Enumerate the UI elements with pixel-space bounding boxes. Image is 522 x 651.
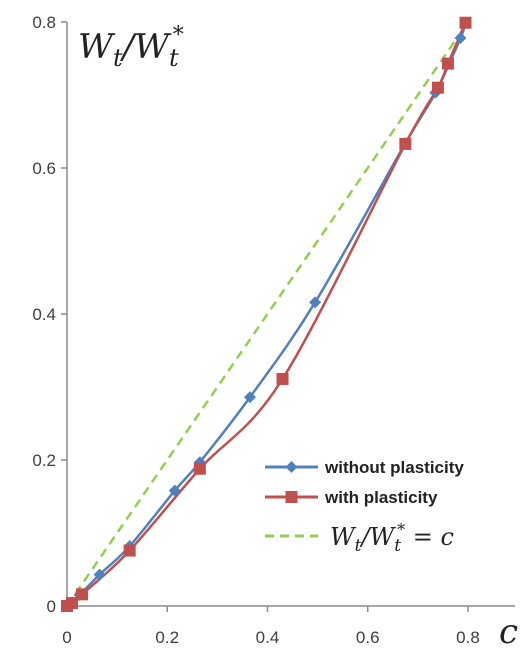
legend-item-identity: Wt/Wt* = c xyxy=(265,520,454,556)
x-tick-label: 0.6 xyxy=(356,628,380,647)
y-axis-title: Wt/Wt* xyxy=(78,23,184,72)
y-tick-label: 0.6 xyxy=(32,159,56,178)
y-tick-label: 0.2 xyxy=(32,451,56,470)
y-tick-label: 0.4 xyxy=(32,305,56,324)
data-point-with-plasticity xyxy=(431,81,444,94)
data-point-without-plasticity xyxy=(168,484,181,497)
data-point-without-plasticity xyxy=(93,568,106,581)
legend-item-without-plasticity: without plasticity xyxy=(265,458,464,477)
data-point-with-plasticity xyxy=(459,16,472,29)
markers-with-plasticity xyxy=(61,16,472,612)
data-point-with-plasticity xyxy=(66,597,79,610)
x-tick-label: 0.2 xyxy=(155,628,179,647)
legend-marker-with-plasticity xyxy=(285,491,298,503)
series-layer xyxy=(61,16,472,612)
data-point-without-plasticity xyxy=(454,32,467,45)
legend-label-with-plasticity: with plasticity xyxy=(324,488,438,507)
series-line-identity xyxy=(65,21,470,607)
legend-label-identity: Wt/Wt* = c xyxy=(330,520,454,556)
legend-item-with-plasticity: with plasticity xyxy=(265,488,438,507)
data-point-with-plasticity xyxy=(399,137,412,150)
x-tick-label: 0 xyxy=(62,628,71,647)
data-point-without-plasticity xyxy=(309,296,322,309)
series-identity xyxy=(65,21,470,607)
data-point-with-plasticity xyxy=(76,588,89,601)
data-point-with-plasticity xyxy=(123,544,136,557)
data-point-with-plasticity xyxy=(441,57,454,70)
y-ticks: 0 0.2 0.4 0.6 0.8 xyxy=(32,13,67,616)
x-tick-label: 0.8 xyxy=(456,628,480,647)
y-tick-label: 0 xyxy=(47,597,56,616)
legend-marker-without-plasticity xyxy=(285,461,298,473)
data-point-with-plasticity xyxy=(193,462,206,475)
x-axis-title: c xyxy=(499,612,518,651)
legend: without plasticity with plasticity Wt/Wt… xyxy=(265,458,464,556)
y-tick-label: 0.8 xyxy=(32,13,56,32)
data-point-with-plasticity xyxy=(276,372,289,385)
x-ticks: 0 0.2 0.4 0.6 0.8 xyxy=(62,606,480,647)
data-point-without-plasticity xyxy=(243,391,256,404)
x-tick-label: 0.4 xyxy=(256,628,280,647)
legend-label-without-plasticity: without plasticity xyxy=(324,458,464,477)
axes: 0 0.2 0.4 0.6 0.8 0 0.2 0.4 0.6 0.8 xyxy=(32,13,515,647)
